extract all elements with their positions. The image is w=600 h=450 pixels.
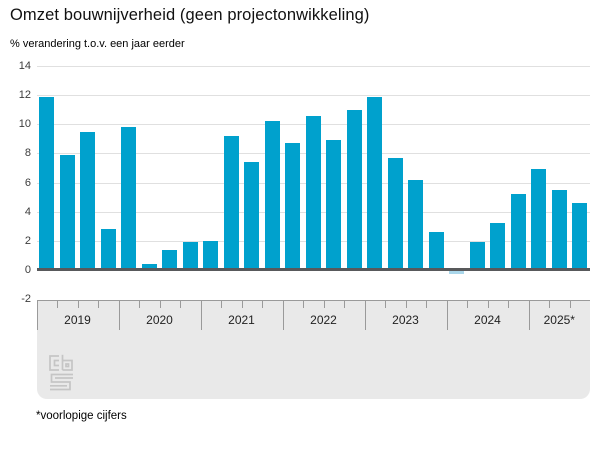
year-divider-tick (118, 301, 120, 330)
bar[interactable] (100, 229, 116, 270)
bar[interactable] (80, 131, 96, 270)
bar[interactable] (305, 115, 321, 270)
y-tick-label: 10 (18, 118, 31, 131)
gridline (36, 95, 590, 97)
bar[interactable] (531, 169, 547, 270)
bar[interactable] (182, 242, 198, 270)
quarter-tick (180, 301, 181, 308)
cbs-logo (48, 354, 74, 399)
quarter-tick (487, 301, 489, 308)
bar[interactable] (121, 127, 137, 270)
year-label: 2024 (474, 313, 501, 327)
quarter-tick (385, 301, 386, 308)
quarter-tick (159, 301, 161, 308)
year-divider-tick (36, 301, 38, 330)
year-label: 2022 (310, 313, 337, 327)
bar[interactable] (387, 157, 403, 270)
year-divider-tick (364, 301, 366, 330)
year-label: 2023 (392, 313, 419, 327)
bar[interactable] (469, 242, 485, 270)
bar[interactable] (346, 109, 362, 270)
quarter-tick (569, 301, 571, 308)
quarter-tick (303, 301, 304, 308)
bar[interactable] (141, 264, 157, 270)
quarter-tick (98, 301, 99, 308)
quarter-tick (344, 301, 345, 308)
quarter-tick (405, 301, 407, 308)
y-tick-label: 4 (24, 205, 31, 218)
bar[interactable] (203, 240, 219, 270)
bar[interactable] (59, 154, 75, 270)
quarter-tick (77, 301, 79, 308)
bar[interactable] (408, 179, 424, 270)
y-tick-label: 14 (18, 60, 31, 72)
chart-title: Omzet bouwnijverheid (geen projectonwikk… (10, 6, 370, 24)
quarter-tick (57, 301, 58, 308)
footnote-provisional: *voorlopige cijfers (36, 410, 127, 422)
bar[interactable] (162, 249, 178, 270)
quarter-tick (241, 301, 243, 308)
year-divider-tick (446, 301, 448, 330)
year-divider-tick (528, 301, 530, 330)
year-label: 2020 (146, 313, 173, 327)
quarter-tick (467, 301, 468, 308)
y-tick-label: 0 (24, 263, 31, 276)
y-tick-label: -2 (21, 293, 31, 305)
year-label: 2025* (543, 313, 575, 327)
bar[interactable] (244, 162, 260, 270)
year-label: 2019 (64, 313, 91, 327)
y-tick-label: 12 (18, 89, 31, 102)
bar[interactable] (428, 232, 444, 270)
bar[interactable] (285, 143, 301, 270)
bar[interactable] (326, 140, 342, 270)
quarter-tick (323, 301, 325, 308)
zero-axis-line (36, 268, 590, 272)
y-tick-label: 2 (24, 234, 31, 247)
bar[interactable] (551, 189, 567, 270)
quarter-tick (549, 301, 550, 308)
year-divider-tick (282, 301, 284, 330)
quarter-tick (262, 301, 263, 308)
year-divider-tick (200, 301, 202, 330)
quarter-tick (221, 301, 222, 308)
quarter-tick (508, 301, 509, 308)
bar[interactable] (490, 223, 506, 270)
gridline (36, 66, 590, 67)
quarter-tick (139, 301, 140, 308)
chart-subtitle: % verandering t.o.v. een jaar eerder (10, 38, 185, 50)
bar[interactable] (39, 96, 55, 270)
y-tick-label: 6 (24, 176, 31, 189)
x-axis-band: 2019 2020 2021 2022 2023 2024 2025* (36, 300, 590, 399)
year-label: 2021 (228, 313, 255, 327)
y-tick-label: 8 (24, 147, 31, 160)
bar[interactable] (223, 135, 239, 270)
bar[interactable] (264, 121, 280, 270)
bar[interactable] (449, 269, 465, 275)
bar[interactable] (510, 194, 526, 270)
bar[interactable] (572, 202, 588, 270)
bar[interactable] (367, 96, 383, 270)
quarter-tick (426, 301, 427, 308)
